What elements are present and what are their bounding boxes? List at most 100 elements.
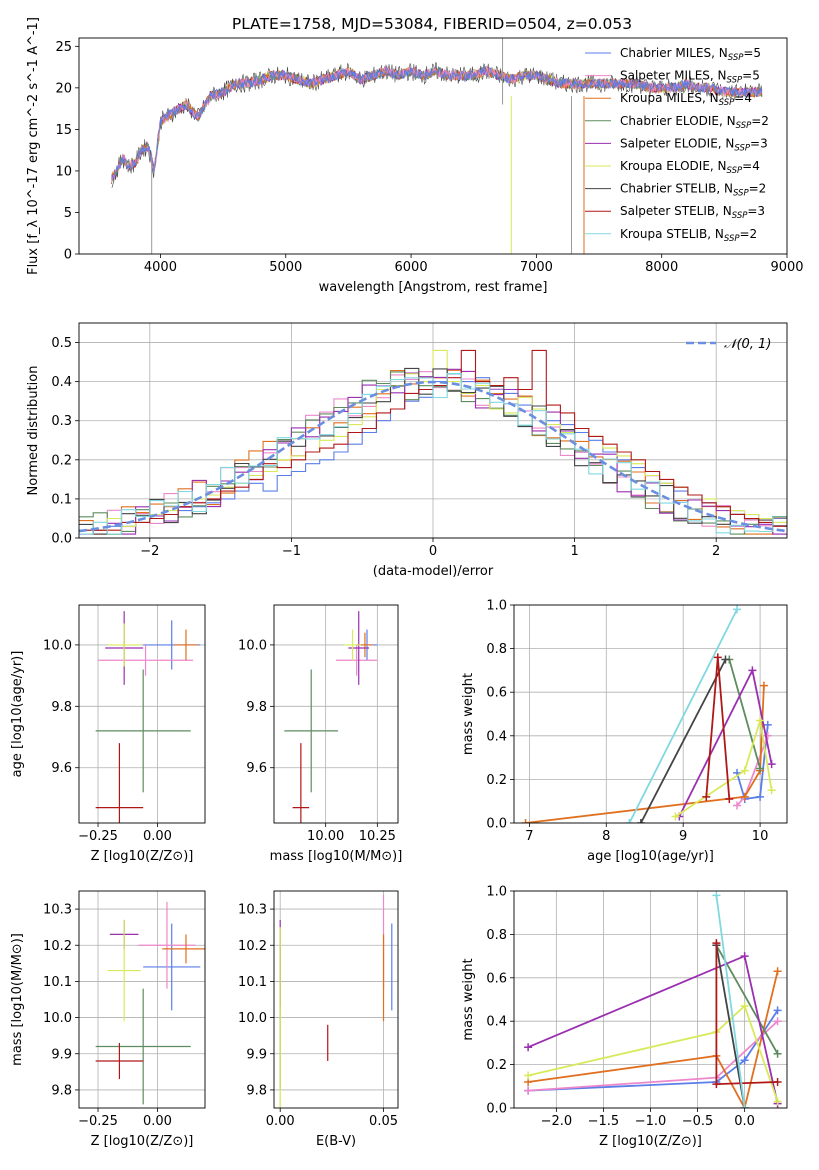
axes-frame bbox=[78, 604, 206, 824]
point-kroupa-elodie bbox=[107, 623, 141, 667]
point-chabrier-miles bbox=[143, 923, 201, 1011]
x-axis-label: Z [log10(Z/Z⊙)] bbox=[91, 1134, 194, 1149]
x-axis-label: age [log10(age/yr)] bbox=[587, 849, 714, 864]
weight-marker bbox=[759, 681, 768, 690]
legend-entry: Kroupa ELODIE, NSSP=4 bbox=[620, 159, 760, 176]
point-salpeter-stelib bbox=[95, 743, 144, 823]
y-tick-label: 0.0 bbox=[486, 1102, 507, 1117]
y-tick-label: 5 bbox=[64, 206, 72, 221]
weight-marker bbox=[773, 1077, 782, 1086]
x-tick-label: 8000 bbox=[645, 260, 678, 275]
point-kroupa-miles bbox=[174, 629, 198, 661]
plots-layer: 4000 5000 6000 7000 8000 90000510152025wavele… bbox=[10, 17, 804, 1149]
weight-marker bbox=[636, 819, 645, 823]
weight-marker bbox=[773, 967, 782, 976]
x-tick-label: 4000 bbox=[144, 260, 177, 275]
x-tick-label: 0 bbox=[429, 544, 437, 559]
point-kroupa-elodie bbox=[107, 919, 141, 1022]
weight-line-kroupa-stelib bbox=[628, 608, 738, 823]
weight-line-kroupa-miles bbox=[527, 971, 779, 1108]
weight-marker bbox=[524, 1043, 533, 1052]
legend-entry: Salpeter MILES, NSSP=5 bbox=[620, 69, 760, 86]
y-tick-label: 10.0 bbox=[43, 1011, 72, 1026]
point-kroupa-miles bbox=[162, 934, 205, 964]
weight-marker bbox=[773, 1097, 782, 1106]
x-tick-label: 0.00 bbox=[266, 1114, 295, 1129]
legend-entry: Salpeter ELODIE, NSSP=3 bbox=[620, 136, 768, 153]
plot-area bbox=[524, 891, 782, 1108]
x-tick-label: −2 bbox=[140, 544, 159, 559]
weight-line-chabrier-stelib bbox=[640, 659, 727, 823]
weight-marker bbox=[740, 952, 749, 961]
y-tick-label: 10.3 bbox=[43, 903, 72, 918]
y-tick-label: 0.8 bbox=[486, 642, 507, 657]
point-salpeter-elodie bbox=[348, 611, 370, 685]
y-tick-label: 9.6 bbox=[51, 761, 72, 776]
axes-frame bbox=[273, 890, 399, 1109]
y-tick-label: 0.4 bbox=[51, 375, 72, 390]
legend-entry: Chabrier ELODIE, NSSP=2 bbox=[620, 114, 769, 131]
y-tick-label: 15 bbox=[55, 123, 72, 138]
legend-entry: Chabrier MILES, NSSP=5 bbox=[620, 46, 761, 63]
x-axis-label: mass [log10(M/M⊙)] bbox=[270, 849, 403, 864]
y-tick-label: 9.6 bbox=[246, 761, 267, 776]
y-tick-label: 0.3 bbox=[51, 414, 72, 429]
panel-weight-vs-Z: −2.0 −1.5 −1.0 −0.5 0.0 0.0 0.2 0.4 0.6 0.8 1.0 Z [… bbox=[461, 885, 788, 1149]
axes-frame bbox=[78, 890, 206, 1109]
y-tick-label: 9.9 bbox=[51, 1047, 72, 1062]
y-tick-label: 1.0 bbox=[486, 599, 507, 614]
x-axis-label: wavelength [Angstrom, rest frame] bbox=[319, 280, 548, 295]
weight-line-chabrier-miles bbox=[736, 724, 769, 801]
x-tick-label: 2 bbox=[712, 544, 720, 559]
legend-entry: Chabrier STELIB, NSSP=2 bbox=[620, 182, 766, 199]
panel-weight-vs-age: 7 8 9 10 0.0 0.2 0.4 0.6 0.8 1.0 age [log10(age/yr… bbox=[461, 599, 788, 864]
figure-title: PLATE=1758, MJD=53084, FIBERID=0504, z=0… bbox=[232, 15, 632, 33]
x-tick-label: 9000 bbox=[770, 260, 803, 275]
point-kroupa-elodie bbox=[344, 629, 361, 661]
y-tick-label: 9.8 bbox=[51, 1083, 72, 1098]
weight-marker bbox=[524, 1086, 533, 1095]
y-tick-label: 0.2 bbox=[486, 1058, 507, 1073]
point-chabrier-elodie bbox=[95, 669, 191, 793]
weight-marker bbox=[712, 1080, 721, 1089]
y-tick-label: 10.0 bbox=[43, 638, 72, 653]
axes-frame bbox=[78, 37, 788, 255]
panel-mass-vs-Z: −0.25 0.00 9.8 9.9 10.0 10.1 10.2 10.3 Z [log10(… bbox=[10, 890, 206, 1149]
x-tick-label: 5000 bbox=[269, 260, 302, 275]
weight-line-kroupa-elodie bbox=[675, 720, 773, 818]
x-tick-label: −0.5 bbox=[682, 1114, 714, 1129]
x-tick-label: 7 bbox=[525, 829, 533, 844]
weight-marker bbox=[763, 720, 772, 729]
x-tick-label: 8 bbox=[602, 829, 610, 844]
y-tick-label: 0 bbox=[64, 248, 72, 263]
y-tick-label: 10 bbox=[55, 164, 72, 179]
y-tick-label: 0.1 bbox=[51, 492, 72, 507]
x-tick-label: 0.00 bbox=[143, 829, 172, 844]
y-tick-label: 0.5 bbox=[51, 336, 72, 351]
y-axis-label: Flux [f_λ 10^-17 erg cm^-2 s^-1 A^-1] bbox=[26, 17, 41, 275]
x-tick-label: 7000 bbox=[520, 260, 553, 275]
y-tick-label: 25 bbox=[55, 40, 72, 55]
plot-area bbox=[521, 605, 776, 823]
weight-marker bbox=[767, 786, 776, 795]
point-salpeter-miles bbox=[138, 901, 196, 989]
y-axis-label: mass [log10(M/M⊙)] bbox=[10, 933, 25, 1066]
y-tick-label: 0.2 bbox=[486, 773, 507, 788]
weight-marker bbox=[756, 764, 765, 773]
x-tick-label: 10 bbox=[752, 829, 769, 844]
panel-residual-histogram: −2 −1 0 1 2 0.0 0.1 0.2 0.3 0.4 0.5 (data-model)/er… bbox=[26, 322, 788, 579]
plot-area bbox=[284, 611, 378, 823]
point-salpeter-stelib bbox=[292, 743, 310, 823]
histogram-kroupa-stelib bbox=[79, 373, 787, 535]
x-axis-label: Z [log10(Z/Z⊙)] bbox=[599, 1134, 702, 1149]
legend-entry: 𝒩(0, 1) bbox=[724, 337, 771, 352]
y-tick-label: 9.8 bbox=[246, 700, 267, 715]
weight-line-chabrier-elodie bbox=[728, 659, 761, 769]
legend-entry: Kroupa MILES, NSSP=4 bbox=[620, 91, 752, 108]
y-tick-label: 9.8 bbox=[246, 1083, 267, 1098]
weight-line-kroupa-miles bbox=[525, 685, 765, 823]
y-tick-label: 0.2 bbox=[51, 453, 72, 468]
x-tick-label: 6000 bbox=[395, 260, 428, 275]
axes-frame bbox=[513, 890, 788, 1109]
y-tick-label: 0.6 bbox=[486, 971, 507, 986]
